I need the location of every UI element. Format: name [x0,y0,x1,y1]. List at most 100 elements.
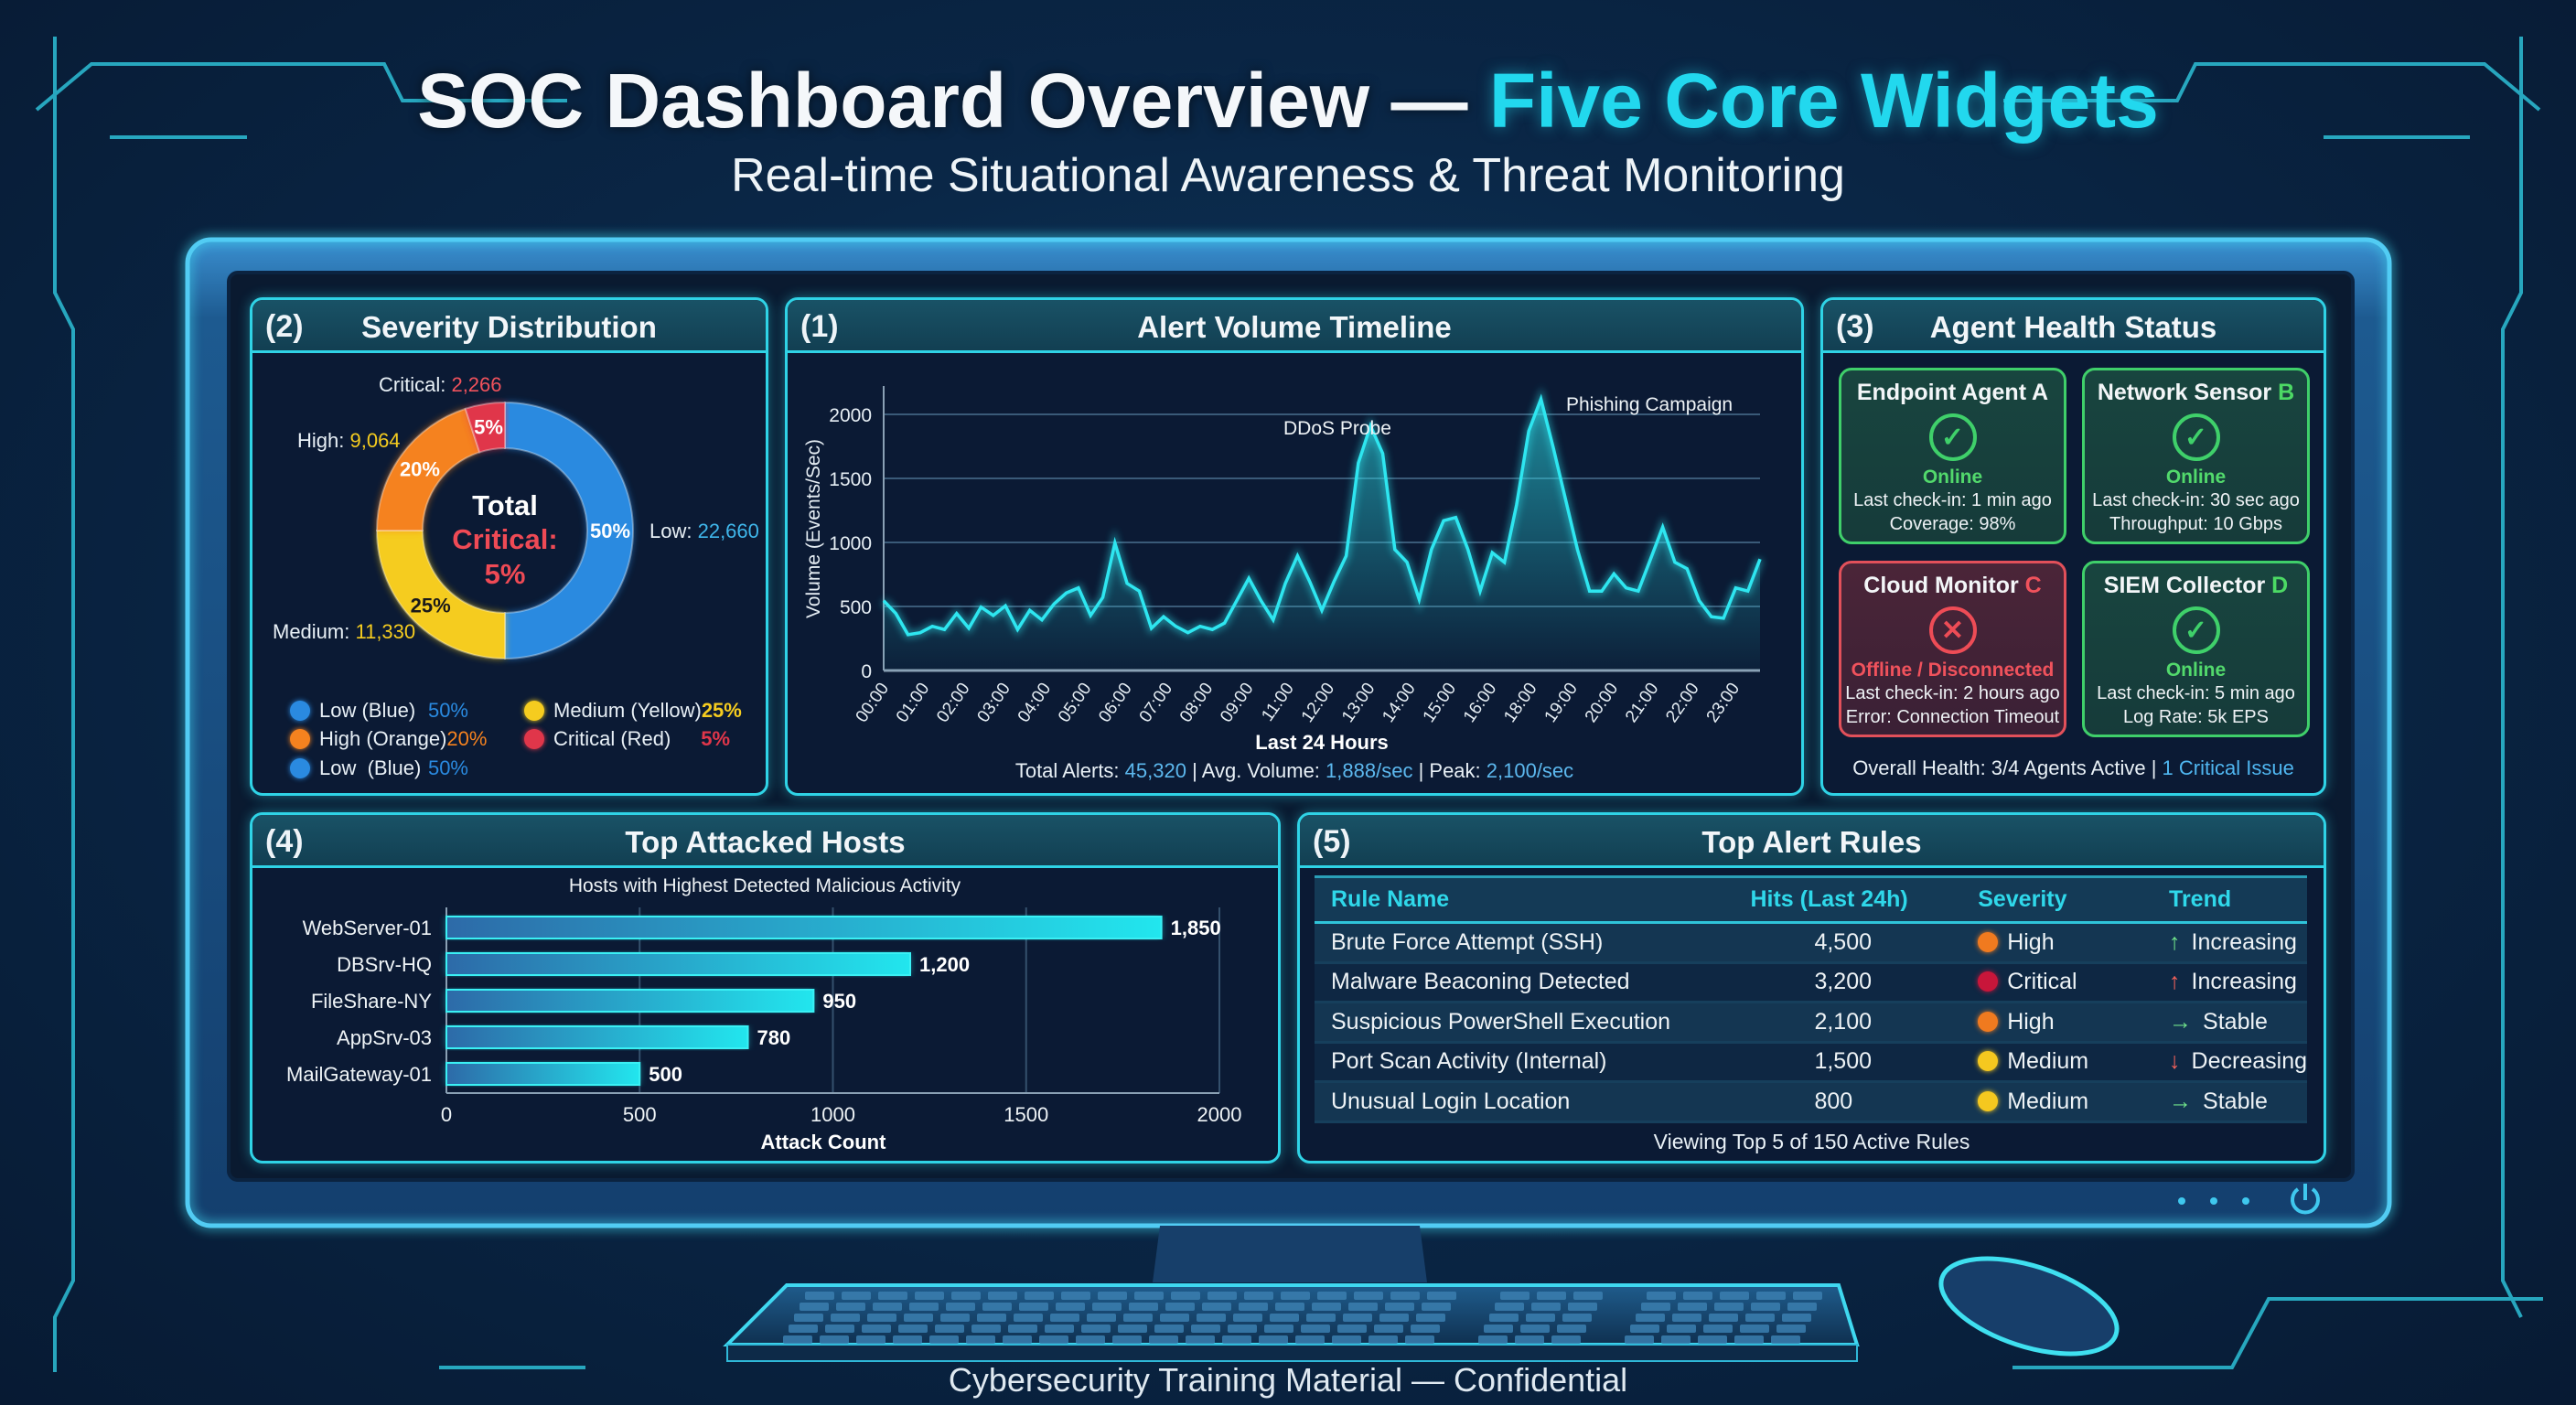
title-accent: Five Core Widgets [1488,58,2159,144]
agent-metric: Coverage: 98% [1889,514,2016,534]
agent-metric: Error: Connection Timeout [1845,707,2060,727]
table-row[interactable]: Suspicious PowerShell Execution 2,100 High… [1315,1002,2307,1044]
critical-issue-link[interactable]: 1 Critical Issue [2162,756,2294,779]
high-callout: High: 9,064 [297,429,401,452]
circuit-lines [35,37,2543,1372]
agent-card[interactable]: SIEM Collector D ✓ Online Last check-in: 5 … [2082,561,2310,737]
table-header-row: Rule Name Hits (Last 24h) Severity Trend [1315,875,2307,924]
column-hits[interactable]: Hits (Last 24h) [1750,875,1979,924]
rule-hits: 800 [1750,1081,1979,1123]
legend-dot [290,701,310,721]
agent-card[interactable]: Network Sensor B ✓ Online Last check-in: 30… [2082,368,2310,544]
table-row[interactable]: Malware Beaconing Detected 3,200 Critical ↑… [1315,962,2307,1003]
widget-header: (5) Top Alert Rules [1300,815,2324,868]
severity-dot-icon [1978,971,1999,992]
legend-item: Critical (Red) 5% [524,727,730,751]
agent-card[interactable]: Cloud Monitor C ✕ Offline / Disconnected La… [1839,561,2066,737]
widget-number: (2) [265,309,304,344]
widget-title: Top Alert Rules [1701,825,1922,859]
agent-status: Online [2165,660,2227,681]
rule-hits: 3,200 [1750,962,1979,1003]
widget-header: (1) Alert Volume Timeline [788,300,1801,353]
trend-arrow-icon: → [2169,1008,2193,1035]
top-attacked-hosts-widget: (4) Top Attacked Hosts [250,812,1281,1164]
rule-trend: → Stable [2169,1081,2307,1123]
rule-trend: ↑ Increasing [2169,962,2307,1003]
low-callout: Low: 22,660 [649,520,759,542]
check-circle-icon: ✓ [2172,413,2220,461]
legend-item: Low (Blue) 50% [290,699,468,723]
legend-dot [290,758,310,778]
rule-name: Malware Beaconing Detected [1315,962,1751,1003]
rule-name: Port Scan Activity (Internal) [1315,1042,1751,1083]
overall-health-summary: Overall Health: 3/4 Agents Active | 1 Cr… [1852,756,2294,779]
widget-header: (3) Agent Health Status [1823,300,2324,353]
trend-arrow-icon: → [2169,1088,2193,1114]
legend-item: High (Orange) 20% [290,727,487,751]
trend-arrow-icon: ↑ [2169,969,2181,995]
legend-dot [290,729,310,749]
rule-trend: → Stable [2169,1002,2307,1044]
rule-trend: ↑ Increasing [2169,922,2307,964]
timeline-stats: Total Alerts: 45,320 | Avg. Volume: 1,88… [1014,759,1574,782]
column-severity[interactable]: Severity [1978,875,2170,924]
widget-number: (3) [1836,309,1874,344]
rule-name: Suspicious PowerShell Execution [1315,1002,1751,1044]
agent-checkin: Last check-in: 2 hours ago [1845,683,2060,703]
agent-status: Offline / Disconnected [1851,660,2055,681]
agent-metric: Log Rate: 5k EPS [2123,707,2269,727]
page-subtitle: Real-time Situational Awareness & Threat… [731,149,1845,202]
check-circle-icon: ✓ [2172,606,2220,654]
monitor-stand [1153,1226,1427,1282]
indicator-dots [2178,1197,2249,1205]
severity-dot-icon [1978,931,1999,952]
column-trend[interactable]: Trend [2169,875,2307,924]
rule-trend: ↓ Decreasing [2169,1042,2307,1083]
legend-dot [524,729,544,749]
agent-checkin: Last check-in: 1 min ago [1853,490,2052,510]
rule-severity: Medium [1978,1081,2170,1123]
agent-checkin: Last check-in: 30 sec ago [2092,490,2300,510]
rule-severity: Medium [1978,1042,2170,1083]
check-circle-icon: ✓ [1928,413,1977,461]
severity-dot-icon [1978,1011,1999,1032]
widget-title: Top Attacked Hosts [625,825,906,859]
rules-footer: Viewing Top 5 of 150 Active Rules [1653,1130,1970,1153]
mouse [1938,1256,2120,1357]
table-row[interactable]: Brute Force Attempt (SSH) 4,500 High ↑ Incre… [1315,922,2307,964]
rule-severity: High [1978,922,2170,964]
table-row[interactable]: Unusual Login Location 800 Medium → Stable [1315,1081,2307,1123]
agent-name: Endpoint Agent A [1856,380,2049,405]
agent-status: Online [2165,467,2227,488]
legend-item: Low (Blue) 50% [290,756,468,780]
trend-arrow-icon: ↓ [2169,1048,2181,1075]
legend-item: Medium (Yellow) 25% [524,699,742,723]
agent-metric: Throughput: 10 Gbps [2109,514,2282,534]
agent-checkin: Last check-in: 5 min ago [2097,683,2295,703]
power-icon [2291,1184,2320,1215]
agent-name: SIEM Collector D [2103,573,2289,598]
alert-volume-timeline-widget: (1) Alert Volume Timeline [785,297,1804,796]
rule-name: Brute Force Attempt (SSH) [1315,922,1751,964]
legend-dot [524,701,544,721]
rule-hits: 4,500 [1750,922,1979,964]
trend-arrow-icon: ↑ [2169,928,2181,955]
widget-header: (4) Top Attacked Hosts [252,815,1278,868]
table-row[interactable]: Port Scan Activity (Internal) 1,500 Medium… [1315,1042,2307,1083]
critical-callout: Critical: 2,266 [379,373,502,396]
agent-name: Network Sensor B [2097,380,2295,405]
severity-dot-icon [1978,1090,1999,1111]
widget-number: (5) [1313,824,1351,859]
alert-rules-table: Rule Name Hits (Last 24h) Severity Trend… [1315,875,2307,1123]
agent-card[interactable]: Endpoint Agent A ✓ Online Last check-in: 1 … [1839,368,2066,544]
rule-severity: High [1978,1002,2170,1044]
rule-severity: Critical [1978,962,2170,1003]
rule-hits: 1,500 [1750,1042,1979,1083]
widget-number: (4) [265,824,304,859]
rule-name: Unusual Login Location [1315,1081,1751,1123]
medium-callout: Medium: 11,330 [273,620,416,643]
widget-title: Severity Distribution [361,310,657,344]
widget-title: Agent Health Status [1929,310,2217,344]
page-footer: Cybersecurity Training Material — Confid… [948,1361,1628,1399]
column-rule-name[interactable]: Rule Name [1315,875,1751,924]
